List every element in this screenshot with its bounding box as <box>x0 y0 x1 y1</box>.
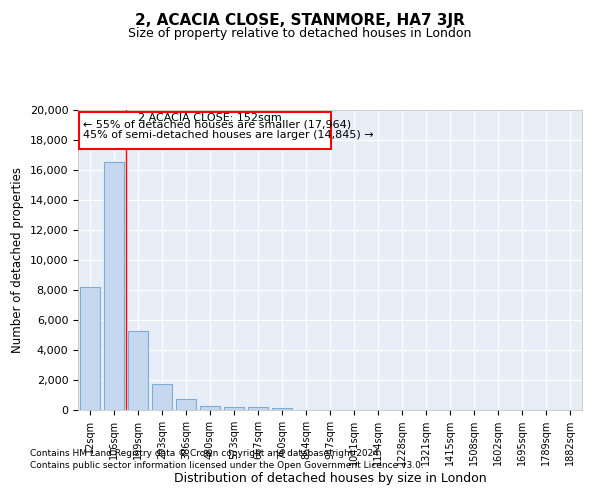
Text: 2 ACACIA CLOSE: 152sqm: 2 ACACIA CLOSE: 152sqm <box>138 113 282 123</box>
Text: Contains public sector information licensed under the Open Government Licence v3: Contains public sector information licen… <box>30 461 424 470</box>
Bar <box>104 162 124 410</box>
Bar <box>128 330 148 410</box>
Bar <box>248 407 268 410</box>
Text: ← 55% of detached houses are smaller (17,964): ← 55% of detached houses are smaller (17… <box>83 120 351 130</box>
Bar <box>224 407 244 410</box>
Text: Contains HM Land Registry data © Crown copyright and database right 2024.: Contains HM Land Registry data © Crown c… <box>30 448 382 458</box>
Text: 45% of semi-detached houses are larger (14,845) →: 45% of semi-detached houses are larger (… <box>83 130 373 140</box>
Bar <box>200 406 220 410</box>
Bar <box>272 408 292 410</box>
Y-axis label: Number of detached properties: Number of detached properties <box>11 167 24 353</box>
X-axis label: Distribution of detached houses by size in London: Distribution of detached houses by size … <box>173 472 487 485</box>
FancyBboxPatch shape <box>79 112 331 149</box>
Text: 2, ACACIA CLOSE, STANMORE, HA7 3JR: 2, ACACIA CLOSE, STANMORE, HA7 3JR <box>135 12 465 28</box>
Bar <box>80 287 100 410</box>
Bar <box>152 384 172 410</box>
Text: Size of property relative to detached houses in London: Size of property relative to detached ho… <box>128 28 472 40</box>
Bar <box>176 399 196 410</box>
